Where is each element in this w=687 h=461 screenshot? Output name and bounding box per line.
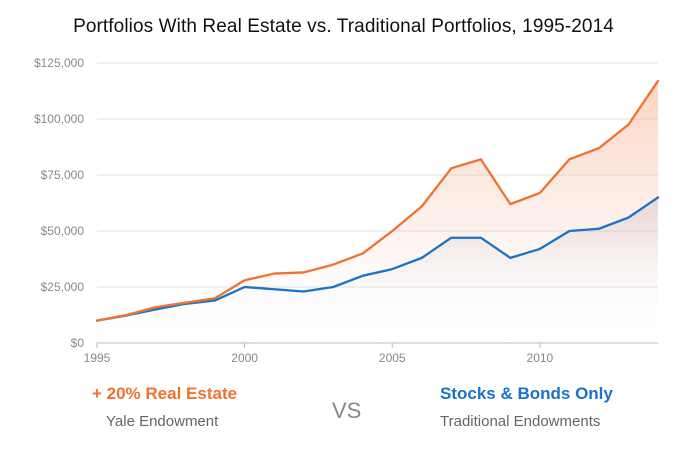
- x-tick-label: 2000: [231, 351, 258, 365]
- real-estate-line: [95, 79, 660, 322]
- legend-stocks-bonds-label: Stocks & Bonds Only: [440, 384, 613, 403]
- legend-real-estate-sublabel: Yale Endowment: [106, 413, 219, 430]
- legend-stocks-bonds: Stocks & Bonds Only Traditional Endowmen…: [440, 384, 613, 430]
- y-tick-label: $25,000: [41, 280, 85, 294]
- legend-stocks-bonds-sublabel: Traditional Endowments: [440, 413, 601, 430]
- chart-title: Portfolios With Real Estate vs. Traditio…: [73, 16, 614, 37]
- x-tick-label: 1995: [84, 351, 111, 365]
- stocks-bonds-area: [97, 197, 658, 343]
- stocks-bonds-line: [95, 196, 660, 322]
- x-tick-label: 2005: [379, 351, 406, 365]
- y-tick-label: $75,000: [41, 168, 85, 182]
- y-tick-label: $0: [71, 336, 85, 350]
- y-tick-label: $125,000: [34, 56, 84, 70]
- y-tick-label: $50,000: [41, 224, 85, 238]
- legend-real-estate-label: + 20% Real Estate: [92, 384, 238, 403]
- versus-label: VS: [332, 398, 362, 423]
- x-tick-label: 2010: [527, 351, 554, 365]
- y-tick-label: $100,000: [34, 112, 84, 126]
- legend-real-estate: + 20% Real Estate Yale Endowment: [92, 384, 237, 430]
